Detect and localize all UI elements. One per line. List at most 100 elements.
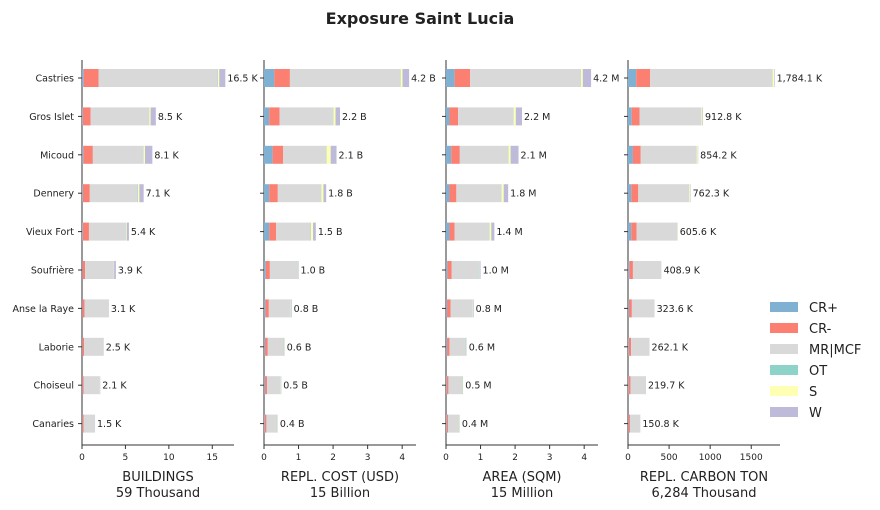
bar-segment [636, 222, 677, 241]
x-tick-label: 0 [79, 453, 85, 463]
bar-segment [268, 299, 291, 318]
bar-segment [628, 145, 633, 164]
bar-value-label: 912.8 K [705, 112, 742, 123]
x-tick-label: 3 [547, 453, 553, 463]
bar-value-label: 0.8 B [294, 304, 319, 315]
bar-value-label: 5.4 K [131, 227, 156, 238]
bar-segment [82, 376, 84, 395]
bar-segment [448, 414, 460, 433]
bar-segment [472, 299, 474, 318]
bar-value-label: 1.0 M [483, 266, 509, 277]
bar-value-label: 0.5 B [283, 381, 308, 392]
bar-value-label: 8.1 K [154, 150, 179, 161]
bar-segment [446, 414, 449, 433]
bar-segment [446, 337, 448, 356]
bar-segment [138, 184, 140, 203]
bar-segment [454, 69, 471, 87]
bar-segment [82, 184, 90, 203]
bar-segment [628, 376, 631, 395]
bar-segment [82, 222, 83, 241]
bar-segment [774, 69, 775, 87]
x-axis-title: AREA (SQM) [482, 470, 561, 485]
bar-segment [501, 184, 504, 203]
x-tick-label: 15 [207, 453, 218, 463]
bar-segment [82, 222, 89, 241]
bar-segment [628, 222, 632, 241]
bar-segment [628, 337, 632, 356]
bar-value-label: 0.4 M [462, 419, 488, 430]
bar-segment [82, 261, 86, 279]
legend-swatch [770, 386, 798, 396]
panel-1: Castries 16.5 K Gros Islet 8.5 K Micoud 8.1 K… [13, 60, 258, 501]
bar-value-label: 16.5 K [227, 74, 258, 85]
bar-segment [125, 222, 127, 241]
bar-segment [631, 184, 639, 203]
bar-segment [631, 222, 637, 241]
bar-segment [446, 376, 447, 395]
bar-segment [98, 69, 218, 87]
bar-segment [264, 107, 270, 126]
bar-value-label: 1.8 B [328, 189, 353, 200]
bar-segment [144, 145, 153, 164]
legend-swatch [770, 323, 798, 333]
legend-swatch [770, 407, 798, 417]
panel-2: 4.2 B 2.2 B 2.1 B 1.8 B 1.5 B 1.0 B 0.8 B 0.6 B… [260, 60, 436, 501]
legend-swatch [770, 302, 798, 312]
bar-segment [479, 261, 481, 279]
bar-segment [297, 261, 299, 279]
bar-segment [143, 145, 145, 164]
bar-segment [446, 184, 450, 203]
bar-segment [630, 376, 646, 395]
bar-segment [310, 222, 314, 241]
panel-4: 1,784.1 K 912.8 K 854.2 K 762.3 K 605.6 K 408… [624, 60, 823, 501]
bar-value-label: 2.1 M [521, 150, 547, 161]
legend-swatch [770, 344, 798, 354]
bar-segment [84, 299, 109, 318]
bar-segment [277, 184, 321, 203]
bar-value-label: 854.2 K [700, 150, 737, 161]
bar-segment [114, 261, 116, 279]
bar-segment [84, 337, 103, 356]
bar-segment [632, 261, 662, 279]
legend-label: S [809, 385, 817, 400]
bar-segment [446, 222, 450, 241]
bar-segment [289, 69, 401, 87]
x-axis-subtitle: 15 Million [491, 486, 554, 501]
bar-segment [264, 299, 266, 318]
bar-value-label: 605.6 K [680, 227, 717, 238]
bar-segment [88, 222, 126, 241]
bar-segment [402, 69, 410, 87]
bar-segment [629, 414, 641, 433]
bar-value-label: 4.2 B [411, 74, 436, 85]
bar-value-label: 1.5 B [318, 227, 343, 238]
x-tick-label: 4 [399, 453, 405, 463]
x-tick-label: 4 [581, 453, 587, 463]
bar-segment [90, 107, 149, 126]
chart-legend: CR+ CR- MR|MCF OT SW [770, 301, 861, 421]
bar-segment [265, 299, 269, 318]
bar-segment [446, 261, 448, 279]
bar-segment [266, 414, 277, 433]
bar-segment [264, 145, 273, 164]
bar-value-label: 2.1 K [102, 381, 127, 392]
bar-segment [217, 69, 220, 87]
bar-segment [267, 376, 281, 395]
category-label: Canaries [32, 419, 74, 430]
category-label: Anse la Raye [13, 304, 75, 315]
bar-segment [696, 145, 698, 164]
bar-segment [581, 69, 583, 87]
bar-segment [83, 69, 99, 87]
bar-segment [451, 145, 460, 164]
category-label: Soufrière [31, 266, 74, 277]
bar-segment [83, 376, 100, 395]
bar-segment [276, 222, 311, 241]
bar-segment [628, 299, 632, 318]
bar-segment [631, 299, 655, 318]
x-axis-subtitle: 59 Thousand [116, 486, 200, 501]
bar-segment [449, 107, 459, 126]
category-label: Castries [36, 74, 75, 85]
bar-segment [265, 337, 268, 356]
bar-segment [446, 299, 448, 318]
bar-segment [264, 222, 270, 241]
bar-segment [264, 337, 266, 356]
